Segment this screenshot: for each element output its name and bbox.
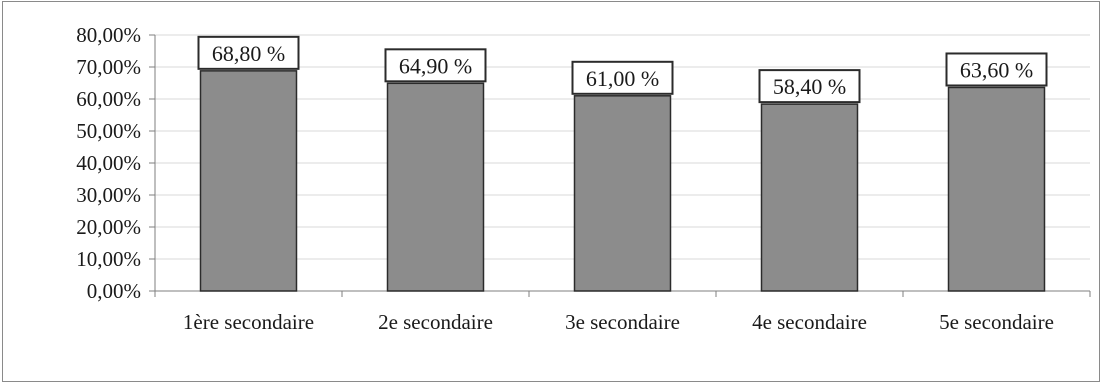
data-label: 68,80 % xyxy=(197,35,300,70)
data-label-box xyxy=(758,69,861,104)
y-tick-label: 0,00% xyxy=(87,279,141,303)
data-label-text: 61,00 % xyxy=(586,66,659,91)
y-tick-label: 50,00% xyxy=(76,119,141,143)
bar xyxy=(760,103,859,292)
y-tick-label: 30,00% xyxy=(76,183,141,207)
bar xyxy=(573,95,672,292)
data-label-text: 58,40 % xyxy=(773,74,846,99)
data-label-box xyxy=(945,52,1048,87)
x-tick-label: 5e secondaire xyxy=(939,310,1054,334)
y-tick-labels: 0,00% 10,00% 20,00% 30,00% 40,00% 50,00% 60,00… xyxy=(76,23,141,303)
x-tick-label: 2e secondaire xyxy=(378,310,493,334)
data-label: 61,00 % xyxy=(571,60,674,95)
data-label: 58,40 % xyxy=(758,69,861,104)
data-label: 63,60 % xyxy=(945,52,1048,87)
y-tick-label: 80,00% xyxy=(76,23,141,47)
data-label-box xyxy=(197,35,300,70)
y-tick-label: 70,00% xyxy=(76,55,141,79)
y-tick-label: 10,00% xyxy=(76,247,141,271)
data-label-text: 68,80 % xyxy=(212,41,285,66)
bar xyxy=(199,70,298,292)
y-tick-label: 20,00% xyxy=(76,215,141,239)
x-tick-label: 1ère secondaire xyxy=(183,310,314,334)
data-label-text: 63,60 % xyxy=(960,57,1033,82)
data-label-box xyxy=(571,60,674,95)
x-tick-labels: 1ère secondaire 2e secondaire 3e secondair… xyxy=(183,310,1054,334)
bar xyxy=(386,82,485,292)
data-label-text: 64,90 % xyxy=(399,53,472,78)
data-label: 64,90 % xyxy=(384,48,487,83)
x-tick-label: 3e secondaire xyxy=(565,310,680,334)
y-tick-label: 60,00% xyxy=(76,87,141,111)
bar xyxy=(947,86,1046,292)
data-labels: 68,80 % 64,90 % 61,00 % 58,40 % 63,60 % xyxy=(197,35,1048,104)
bars xyxy=(199,70,1046,292)
data-label-box xyxy=(384,48,487,83)
y-tick-label: 40,00% xyxy=(76,151,141,175)
x-tick-label: 4e secondaire xyxy=(752,310,867,334)
